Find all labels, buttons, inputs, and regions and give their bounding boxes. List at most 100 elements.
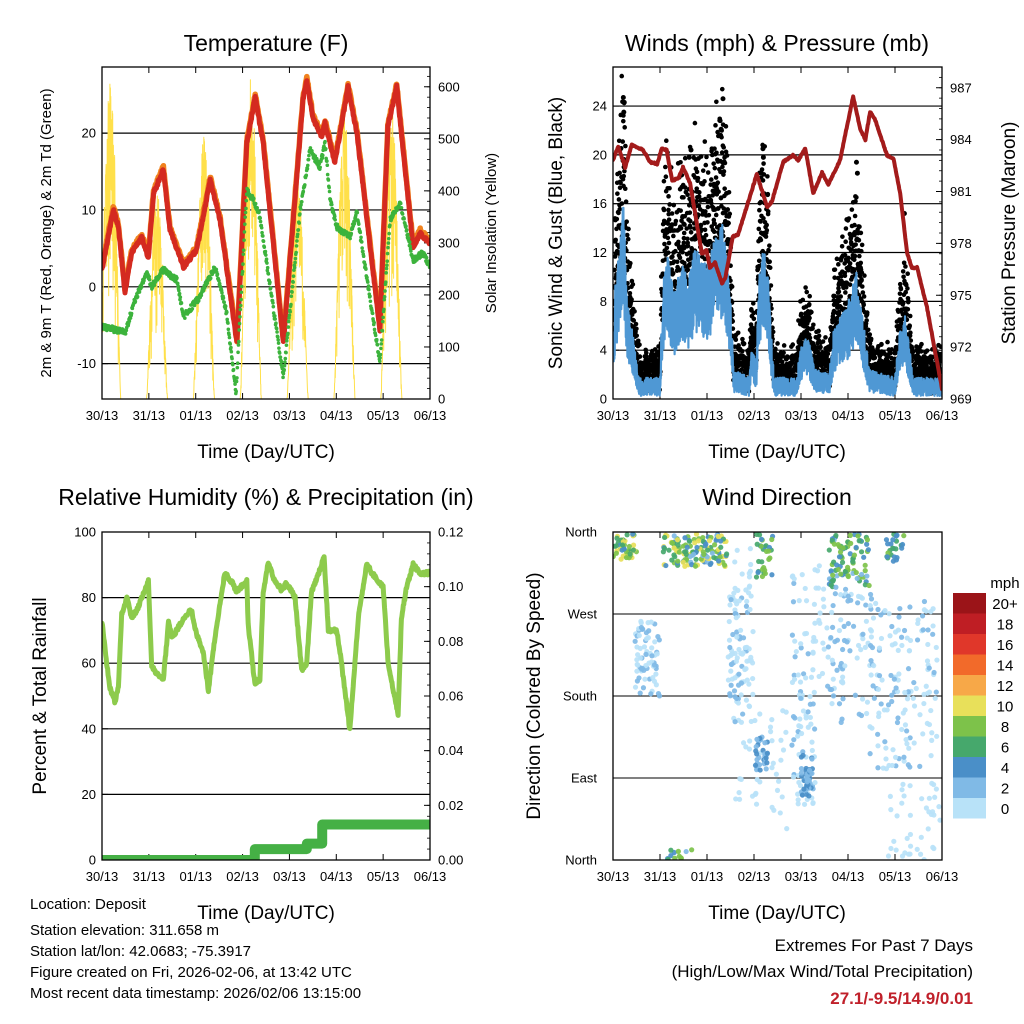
- gust-point: [696, 194, 702, 199]
- dewpoint-point: [404, 224, 408, 229]
- dewpoint-point: [214, 267, 219, 272]
- direction-point: [639, 665, 645, 671]
- direction-point: [914, 846, 920, 852]
- direction-point: [783, 709, 789, 715]
- gust-point: [854, 195, 859, 200]
- gust-point: [804, 289, 810, 295]
- dewpoint-point: [364, 267, 368, 271]
- humidity-y-tick-label: 20: [82, 787, 96, 802]
- dewpoint-point: [370, 311, 375, 316]
- direction-point: [848, 597, 854, 603]
- direction-point: [884, 554, 890, 560]
- direction-point: [789, 742, 795, 748]
- direction-point: [707, 561, 713, 567]
- direction-point: [784, 826, 790, 832]
- gust-point: [694, 169, 700, 175]
- winds-y-tick-label: 20: [593, 147, 607, 162]
- direction-point: [643, 630, 649, 636]
- dewpoint-point: [266, 272, 271, 276]
- direction-point: [894, 719, 901, 726]
- direction-point: [903, 736, 909, 743]
- dewpoint-point: [123, 332, 128, 336]
- dewpoint-point: [244, 198, 249, 203]
- dewpoint-point: [289, 294, 294, 298]
- direction-point: [830, 624, 836, 630]
- legend-swatch: [953, 716, 986, 737]
- direction-point: [795, 797, 801, 803]
- gust-point: [715, 129, 720, 135]
- direction-point: [636, 632, 642, 639]
- gust-point: [711, 161, 716, 166]
- gust-point: [624, 232, 630, 238]
- direction-point: [911, 679, 917, 686]
- direction-point: [635, 652, 641, 658]
- direction-point: [875, 606, 881, 613]
- dewpoint-point: [231, 362, 235, 367]
- direction-point: [888, 807, 894, 813]
- gust-point: [761, 216, 766, 221]
- dewpoint-point: [373, 333, 378, 338]
- gust-peak-point: [760, 154, 766, 160]
- direction-point: [726, 637, 733, 643]
- direction-point: [888, 845, 894, 852]
- direction-point: [783, 729, 789, 735]
- dewpoint-point: [384, 266, 389, 271]
- dewpoint-point: [379, 346, 383, 351]
- direction-point: [855, 642, 862, 649]
- gust-point: [726, 189, 732, 195]
- dewpoint-point: [196, 299, 201, 303]
- temperature-y2-tick-label: 100: [438, 339, 460, 354]
- gust-point: [656, 344, 661, 349]
- dewpoint-point: [268, 280, 272, 285]
- dewpoint-point: [379, 338, 384, 342]
- direction-point: [792, 654, 798, 660]
- direction-point: [815, 585, 822, 591]
- dewpoint-point: [264, 253, 268, 257]
- gust-point: [682, 155, 688, 161]
- direction-point: [871, 663, 877, 669]
- temperature-plot-frame: [101, 66, 431, 400]
- gust-point: [661, 207, 667, 213]
- direction-point: [800, 752, 806, 759]
- direction-point: [743, 666, 749, 672]
- gust-point: [613, 267, 617, 273]
- gust-point: [752, 341, 758, 347]
- direction-point: [899, 787, 905, 793]
- direction-point: [762, 740, 768, 746]
- direction-point: [614, 535, 620, 541]
- dewpoint-point: [208, 276, 213, 281]
- direction-point: [691, 551, 697, 557]
- dewpoint-point: [175, 281, 180, 286]
- direction-point: [762, 570, 768, 577]
- dewpoint-point: [277, 346, 281, 350]
- gust-point: [843, 239, 848, 245]
- dewpoint-point: [287, 316, 291, 320]
- direction-point: [862, 562, 868, 568]
- direction-point: [887, 793, 893, 800]
- legend-title: mph: [990, 575, 1019, 592]
- direction-point: [854, 575, 860, 582]
- temperature-series: [102, 73, 430, 399]
- dewpoint-point: [375, 342, 380, 347]
- dewpoint-point: [226, 321, 230, 325]
- gust-point: [617, 206, 623, 212]
- gust-point: [761, 172, 767, 177]
- winds-x-tick-label: 03/13: [785, 408, 818, 423]
- gust-point: [666, 240, 672, 246]
- gust-point: [924, 348, 930, 353]
- direction-point: [889, 698, 895, 705]
- dewpoint-point: [236, 343, 241, 347]
- direction-point: [778, 757, 784, 763]
- direction-point: [828, 582, 834, 588]
- dewpoint-point: [261, 239, 266, 244]
- direction-point: [906, 648, 912, 654]
- direction-point: [867, 751, 873, 757]
- dewpoint-point: [235, 365, 240, 370]
- gust-point: [718, 118, 723, 124]
- dewpoint-point: [137, 290, 142, 294]
- humidity-x-tick-label: 31/13: [133, 869, 166, 884]
- winds-x-tick-label: 05/13: [879, 408, 912, 423]
- direction-point: [810, 701, 816, 707]
- dewpoint-point: [367, 287, 371, 292]
- dewpoint-point: [382, 307, 386, 312]
